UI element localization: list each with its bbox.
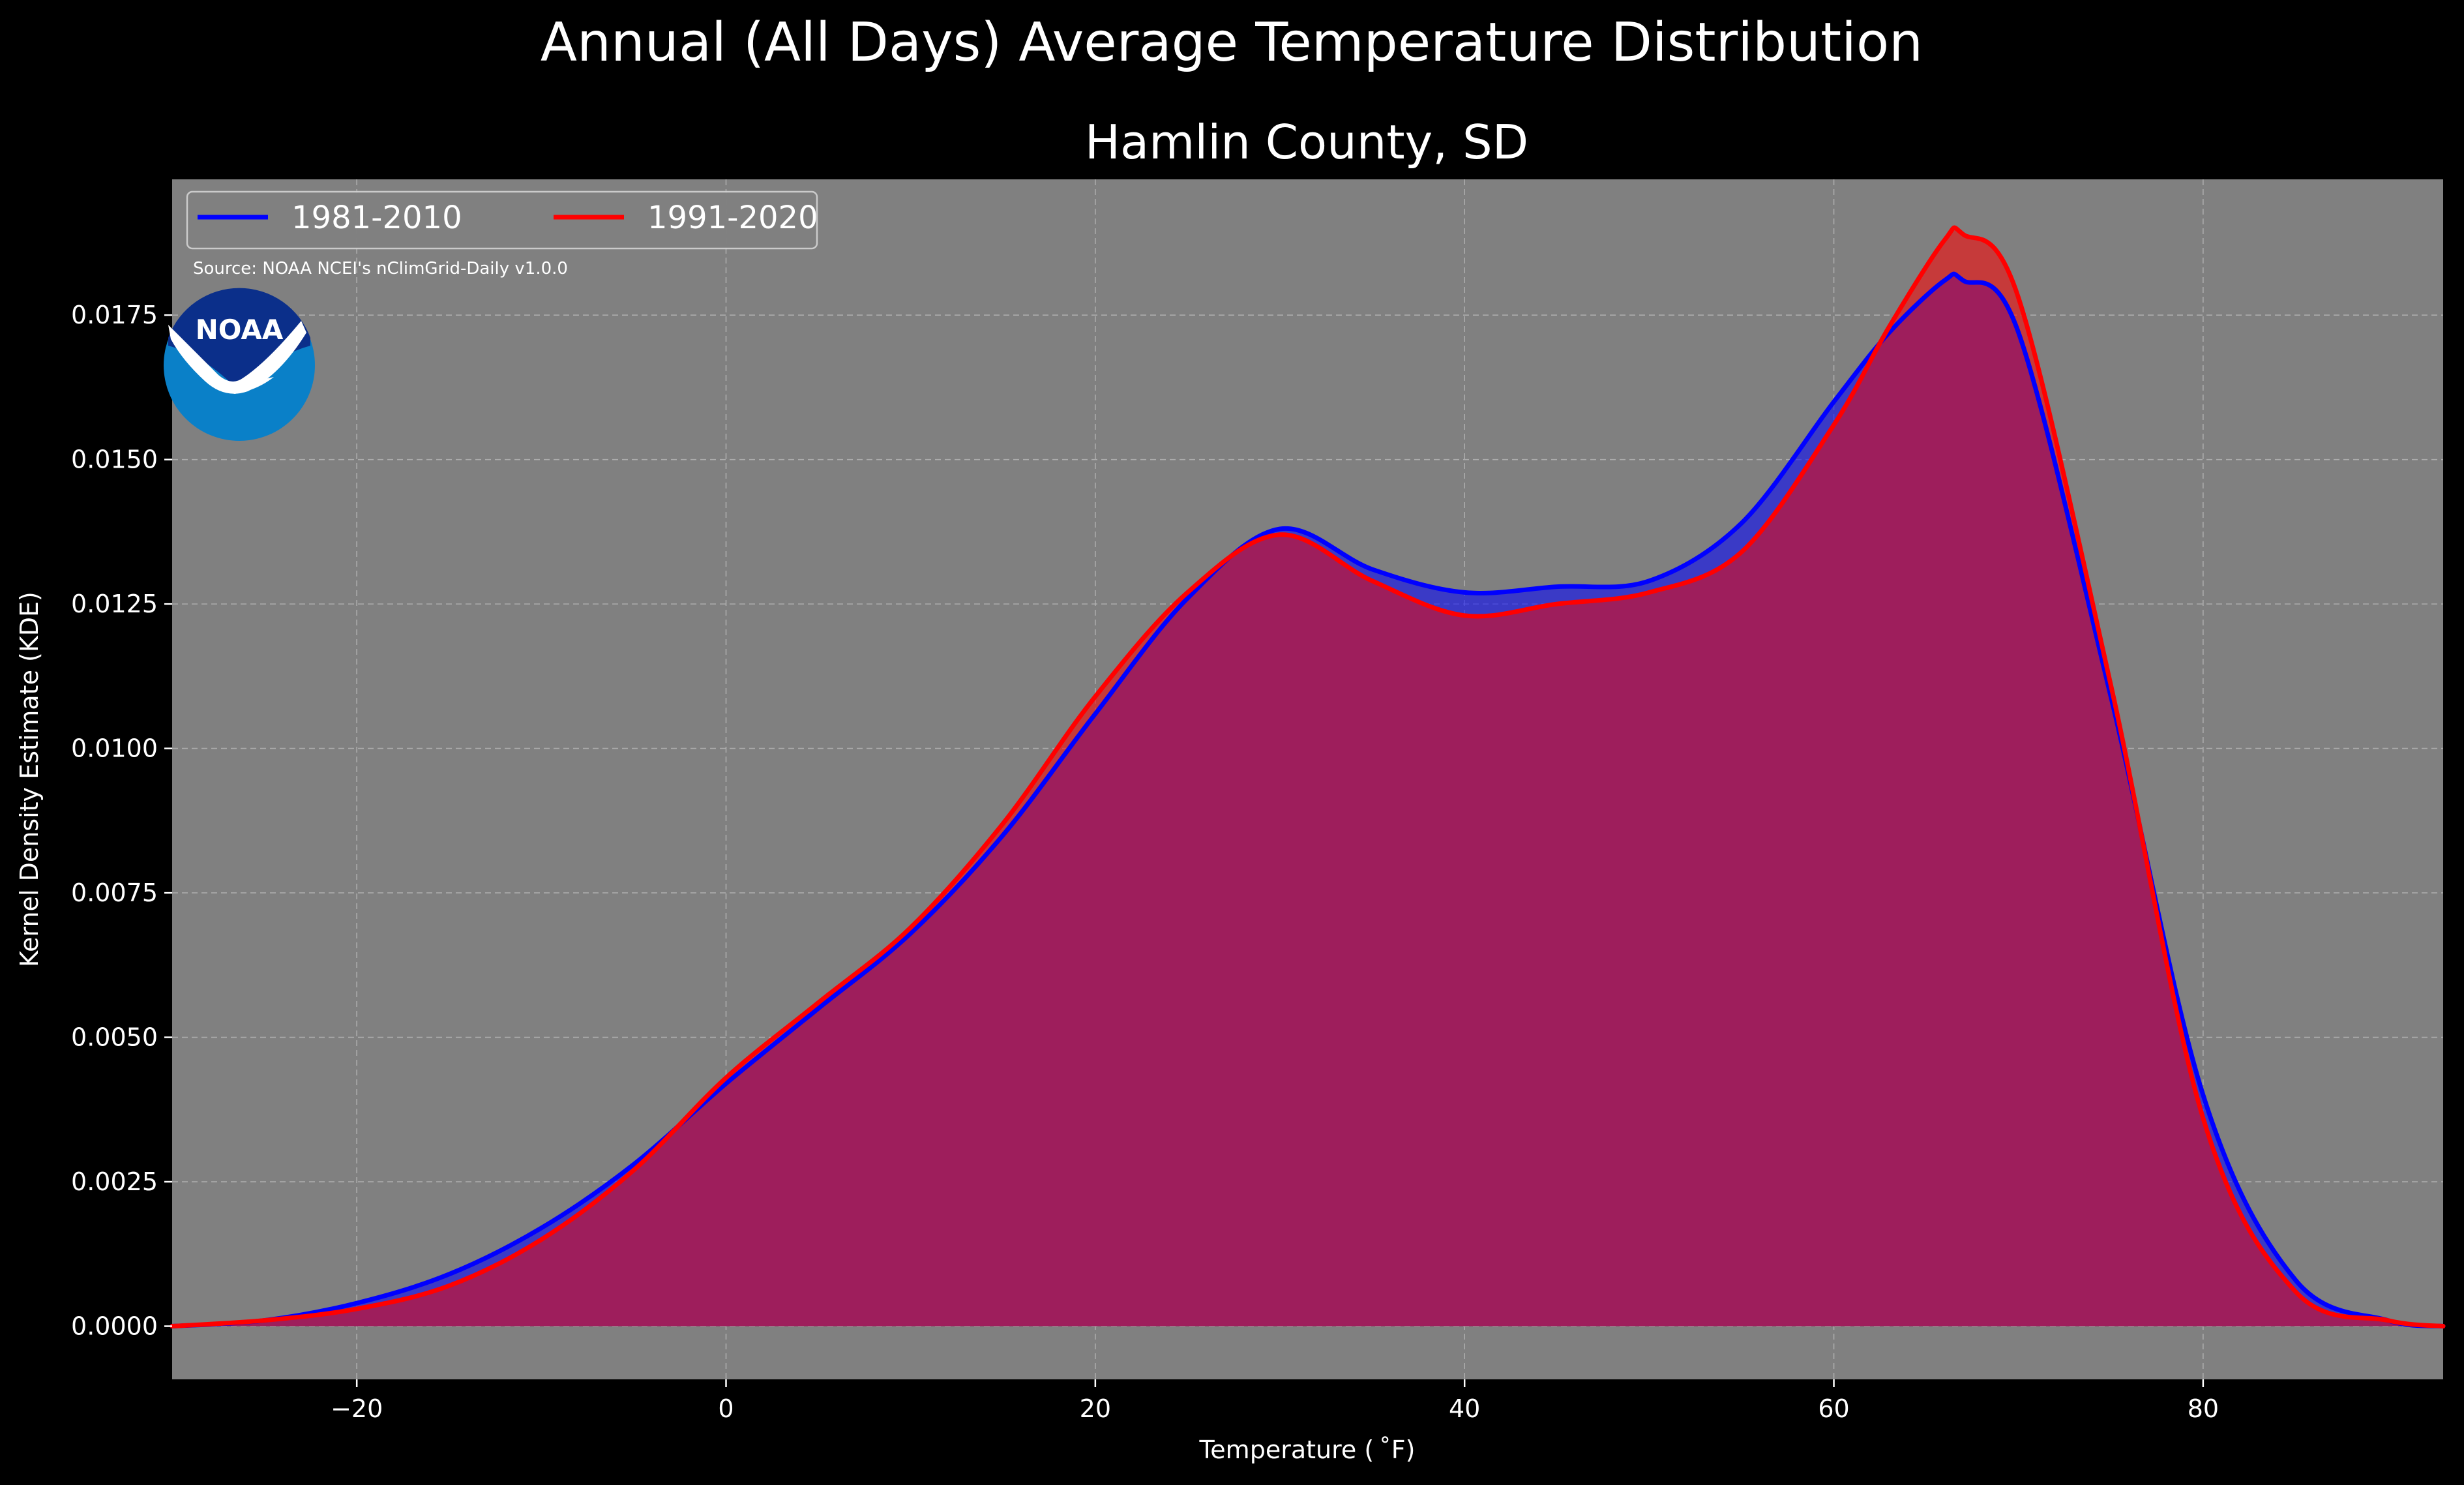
y-tick-label-1: 0.0025 xyxy=(71,1167,158,1196)
series-line-1991-2020 xyxy=(170,225,2446,1328)
y-tick-label-5: 0.0125 xyxy=(71,590,158,618)
y-tick-label-4: 0.0100 xyxy=(71,734,158,763)
source-note: Source: NOAA NCEI's nClimGrid-Daily v1.0… xyxy=(193,259,568,278)
y-tick-label-6: 0.0150 xyxy=(71,445,158,474)
x-axis-label: Temperature ( ˚F) xyxy=(1199,1435,1416,1464)
y-tick-label-3: 0.0075 xyxy=(71,878,158,907)
x-tick-label-0: −20 xyxy=(331,1394,383,1423)
y-tick-label-0: 0.0000 xyxy=(71,1312,158,1340)
legend-label-1981-2010: 1981-2010 xyxy=(291,200,462,236)
legend-label-1991-2020: 1991-2020 xyxy=(647,200,818,236)
x-tick-label-5: 80 xyxy=(2188,1394,2219,1423)
noaa-logo-text: NOAA xyxy=(196,314,284,346)
noaa-logo: NOAA xyxy=(164,288,315,441)
chart-title: Hamlin County, SD xyxy=(1085,115,1528,170)
tick-layer: −20 0 20 40 60 80 0.0000 0.0025 0.0050 0.0075 0.01… xyxy=(71,301,2219,1423)
legend: 1981-2010 1991-2020 xyxy=(186,190,818,250)
y-axis-label: Kernel Density Estimate (KDE) xyxy=(15,592,44,967)
y-tick-label-2: 0.0050 xyxy=(71,1023,158,1052)
x-tick-label-4: 60 xyxy=(1818,1394,1849,1423)
series-layer xyxy=(170,225,2446,1328)
x-tick-label-1: 0 xyxy=(718,1394,734,1423)
y-tick-label-7: 0.0175 xyxy=(71,301,158,329)
x-tick-label-2: 20 xyxy=(1080,1394,1111,1423)
overlap-fill xyxy=(172,274,2443,1327)
chart-suptitle: Annual (All Days) Average Temperature Di… xyxy=(541,12,1923,74)
legend-box xyxy=(186,190,818,250)
x-tick-label-3: 40 xyxy=(1449,1394,1480,1423)
